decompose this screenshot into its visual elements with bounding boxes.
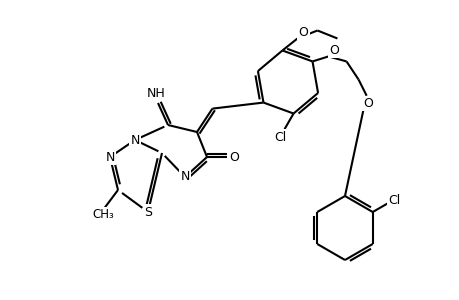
Text: N: N xyxy=(180,170,189,184)
Text: O: O xyxy=(329,44,339,57)
Text: O: O xyxy=(298,26,308,39)
Text: O: O xyxy=(229,151,238,164)
Text: Cl: Cl xyxy=(274,131,286,144)
Text: O: O xyxy=(363,97,373,110)
Text: N: N xyxy=(105,151,114,164)
Text: N: N xyxy=(130,134,140,146)
Text: NH: NH xyxy=(146,86,165,100)
Text: S: S xyxy=(144,206,151,218)
Text: Cl: Cl xyxy=(387,194,400,206)
Text: CH₃: CH₃ xyxy=(92,208,113,221)
